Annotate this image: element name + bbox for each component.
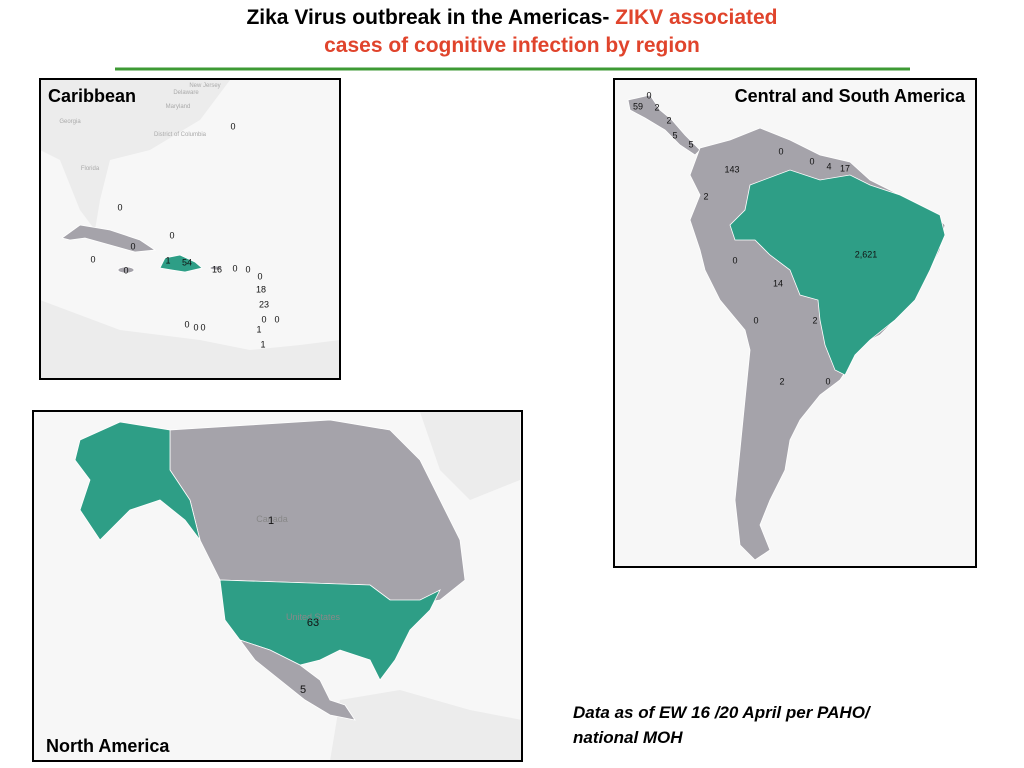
- title: Zika Virus outbreak in the Americas- ZIK…: [246, 6, 777, 29]
- case-label: 0: [117, 202, 122, 212]
- caribbean-map: [40, 79, 340, 379]
- case-label: 1: [165, 255, 170, 265]
- north-america-map: [33, 411, 522, 761]
- case-label: 0: [193, 322, 198, 332]
- land: [40, 80, 230, 230]
- panel-frame: [39, 78, 341, 380]
- case-label: 0: [232, 263, 237, 273]
- case-label: 0: [732, 255, 737, 265]
- case-label: 0: [245, 264, 250, 274]
- case-label: 0: [646, 90, 651, 100]
- case-label: 0: [123, 265, 128, 275]
- case-label: 2: [812, 315, 817, 325]
- basemap-labels: New Jersey Delaware Maryland District of…: [59, 83, 220, 172]
- greenland: [420, 412, 520, 500]
- case-label: 4: [826, 161, 831, 171]
- case-label: 0: [184, 319, 189, 329]
- mexico: [238, 639, 356, 721]
- case-label: 2: [779, 376, 784, 386]
- case-label: 5: [688, 139, 693, 149]
- case-label: 0: [130, 241, 135, 251]
- case-label: 0: [230, 121, 235, 131]
- case-label: 23: [259, 299, 269, 309]
- case-label: 0: [257, 271, 262, 281]
- place-label: New Jersey: [189, 83, 220, 89]
- place-label: United States: [286, 612, 341, 622]
- case-label: 17: [840, 163, 850, 173]
- case-label: 0: [753, 315, 758, 325]
- case-label: 0: [169, 230, 174, 240]
- case-label: 2: [666, 115, 671, 125]
- cuba: [61, 224, 157, 253]
- place-label: Maryland: [166, 104, 191, 110]
- case-label: 0: [261, 314, 266, 324]
- alaska: [74, 421, 201, 541]
- case-label: 63: [307, 617, 319, 629]
- place-label: Florida: [81, 166, 100, 172]
- case-label: 1: [268, 515, 274, 527]
- case-label: 1: [260, 339, 265, 349]
- case-label: 5: [300, 684, 306, 696]
- title-red: ZIKV associated: [615, 6, 777, 29]
- case-label: 16: [212, 264, 222, 274]
- jamaica: [117, 266, 135, 274]
- panel-title: Caribbean: [48, 86, 136, 106]
- place-label: Georgia: [59, 119, 81, 125]
- case-label: 2: [703, 191, 708, 201]
- panel-title: Central and South America: [735, 86, 966, 106]
- case-label: 59: [633, 101, 643, 111]
- case-label: 143: [724, 164, 739, 174]
- case-label: 14: [773, 278, 783, 288]
- panel-frame: [32, 410, 523, 762]
- panel-frame: [613, 78, 977, 568]
- case-label: 5: [672, 130, 677, 140]
- case-label: 0: [825, 376, 830, 386]
- hispaniola: [159, 254, 203, 273]
- land: [330, 690, 522, 761]
- footnote: Data as of EW 16 /20 April per PAHO/: [573, 703, 872, 722]
- case-label: 18: [256, 284, 266, 294]
- place-label: District of Columbia: [154, 132, 207, 138]
- case-label: 1: [256, 324, 261, 334]
- case-label: 0: [200, 322, 205, 332]
- footnote: national MOH: [573, 728, 683, 747]
- case-label: 0: [809, 156, 814, 166]
- puerto-rico: [209, 265, 223, 271]
- land: [40, 300, 340, 379]
- case-label: 0: [274, 314, 279, 324]
- central-america: [627, 94, 701, 156]
- subtitle: cases of cognitive infection by region: [324, 34, 700, 57]
- case-label: 54: [182, 257, 192, 267]
- south-america-map: [614, 79, 976, 567]
- place-label: Delaware: [173, 90, 199, 96]
- case-label: 0: [90, 254, 95, 264]
- case-label: 0: [778, 146, 783, 156]
- place-label: Canada: [256, 514, 288, 524]
- panel-title: North America: [46, 736, 170, 756]
- title-black: Zika Virus outbreak in the Americas-: [246, 6, 609, 29]
- case-label: 2,621: [855, 249, 878, 259]
- case-label: 2: [654, 102, 659, 112]
- brazil: [729, 169, 946, 376]
